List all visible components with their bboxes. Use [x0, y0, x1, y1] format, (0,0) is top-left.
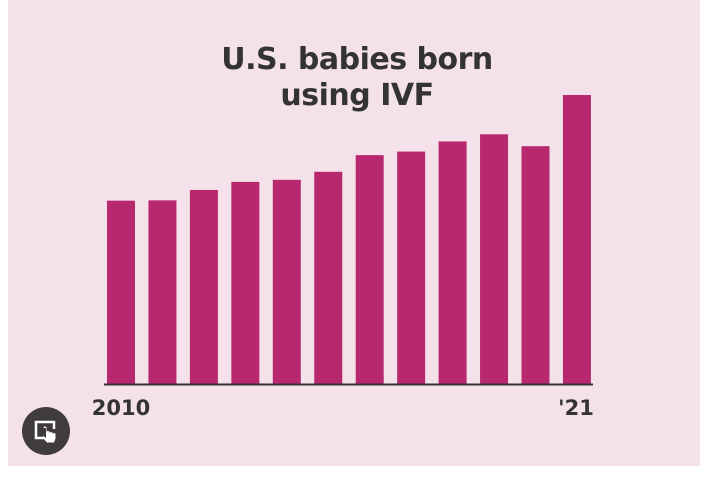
bar-2011 [148, 200, 177, 384]
bar-2018 [438, 141, 467, 384]
x-tick-label-last: '21 [558, 396, 594, 420]
bar-2012 [189, 189, 218, 384]
bar-2010 [107, 200, 135, 384]
title-line-2: using IVF [280, 78, 434, 113]
select-pointer-button[interactable] [22, 407, 70, 455]
x-tick-label-first: 2010 [92, 396, 150, 420]
select-pointer-icon [34, 420, 56, 443]
chart-title: U.S. babies born using IVF [0, 42, 714, 114]
bar-2013 [231, 181, 260, 384]
bar-2020 [521, 146, 550, 384]
bar-2019 [480, 134, 509, 384]
bar-2015 [314, 171, 343, 384]
bar-2021 [562, 95, 591, 384]
title-line-1: U.S. babies born [221, 42, 493, 77]
bar-2017 [397, 151, 426, 384]
bar-2014 [272, 179, 301, 384]
bar-2016 [355, 155, 384, 384]
